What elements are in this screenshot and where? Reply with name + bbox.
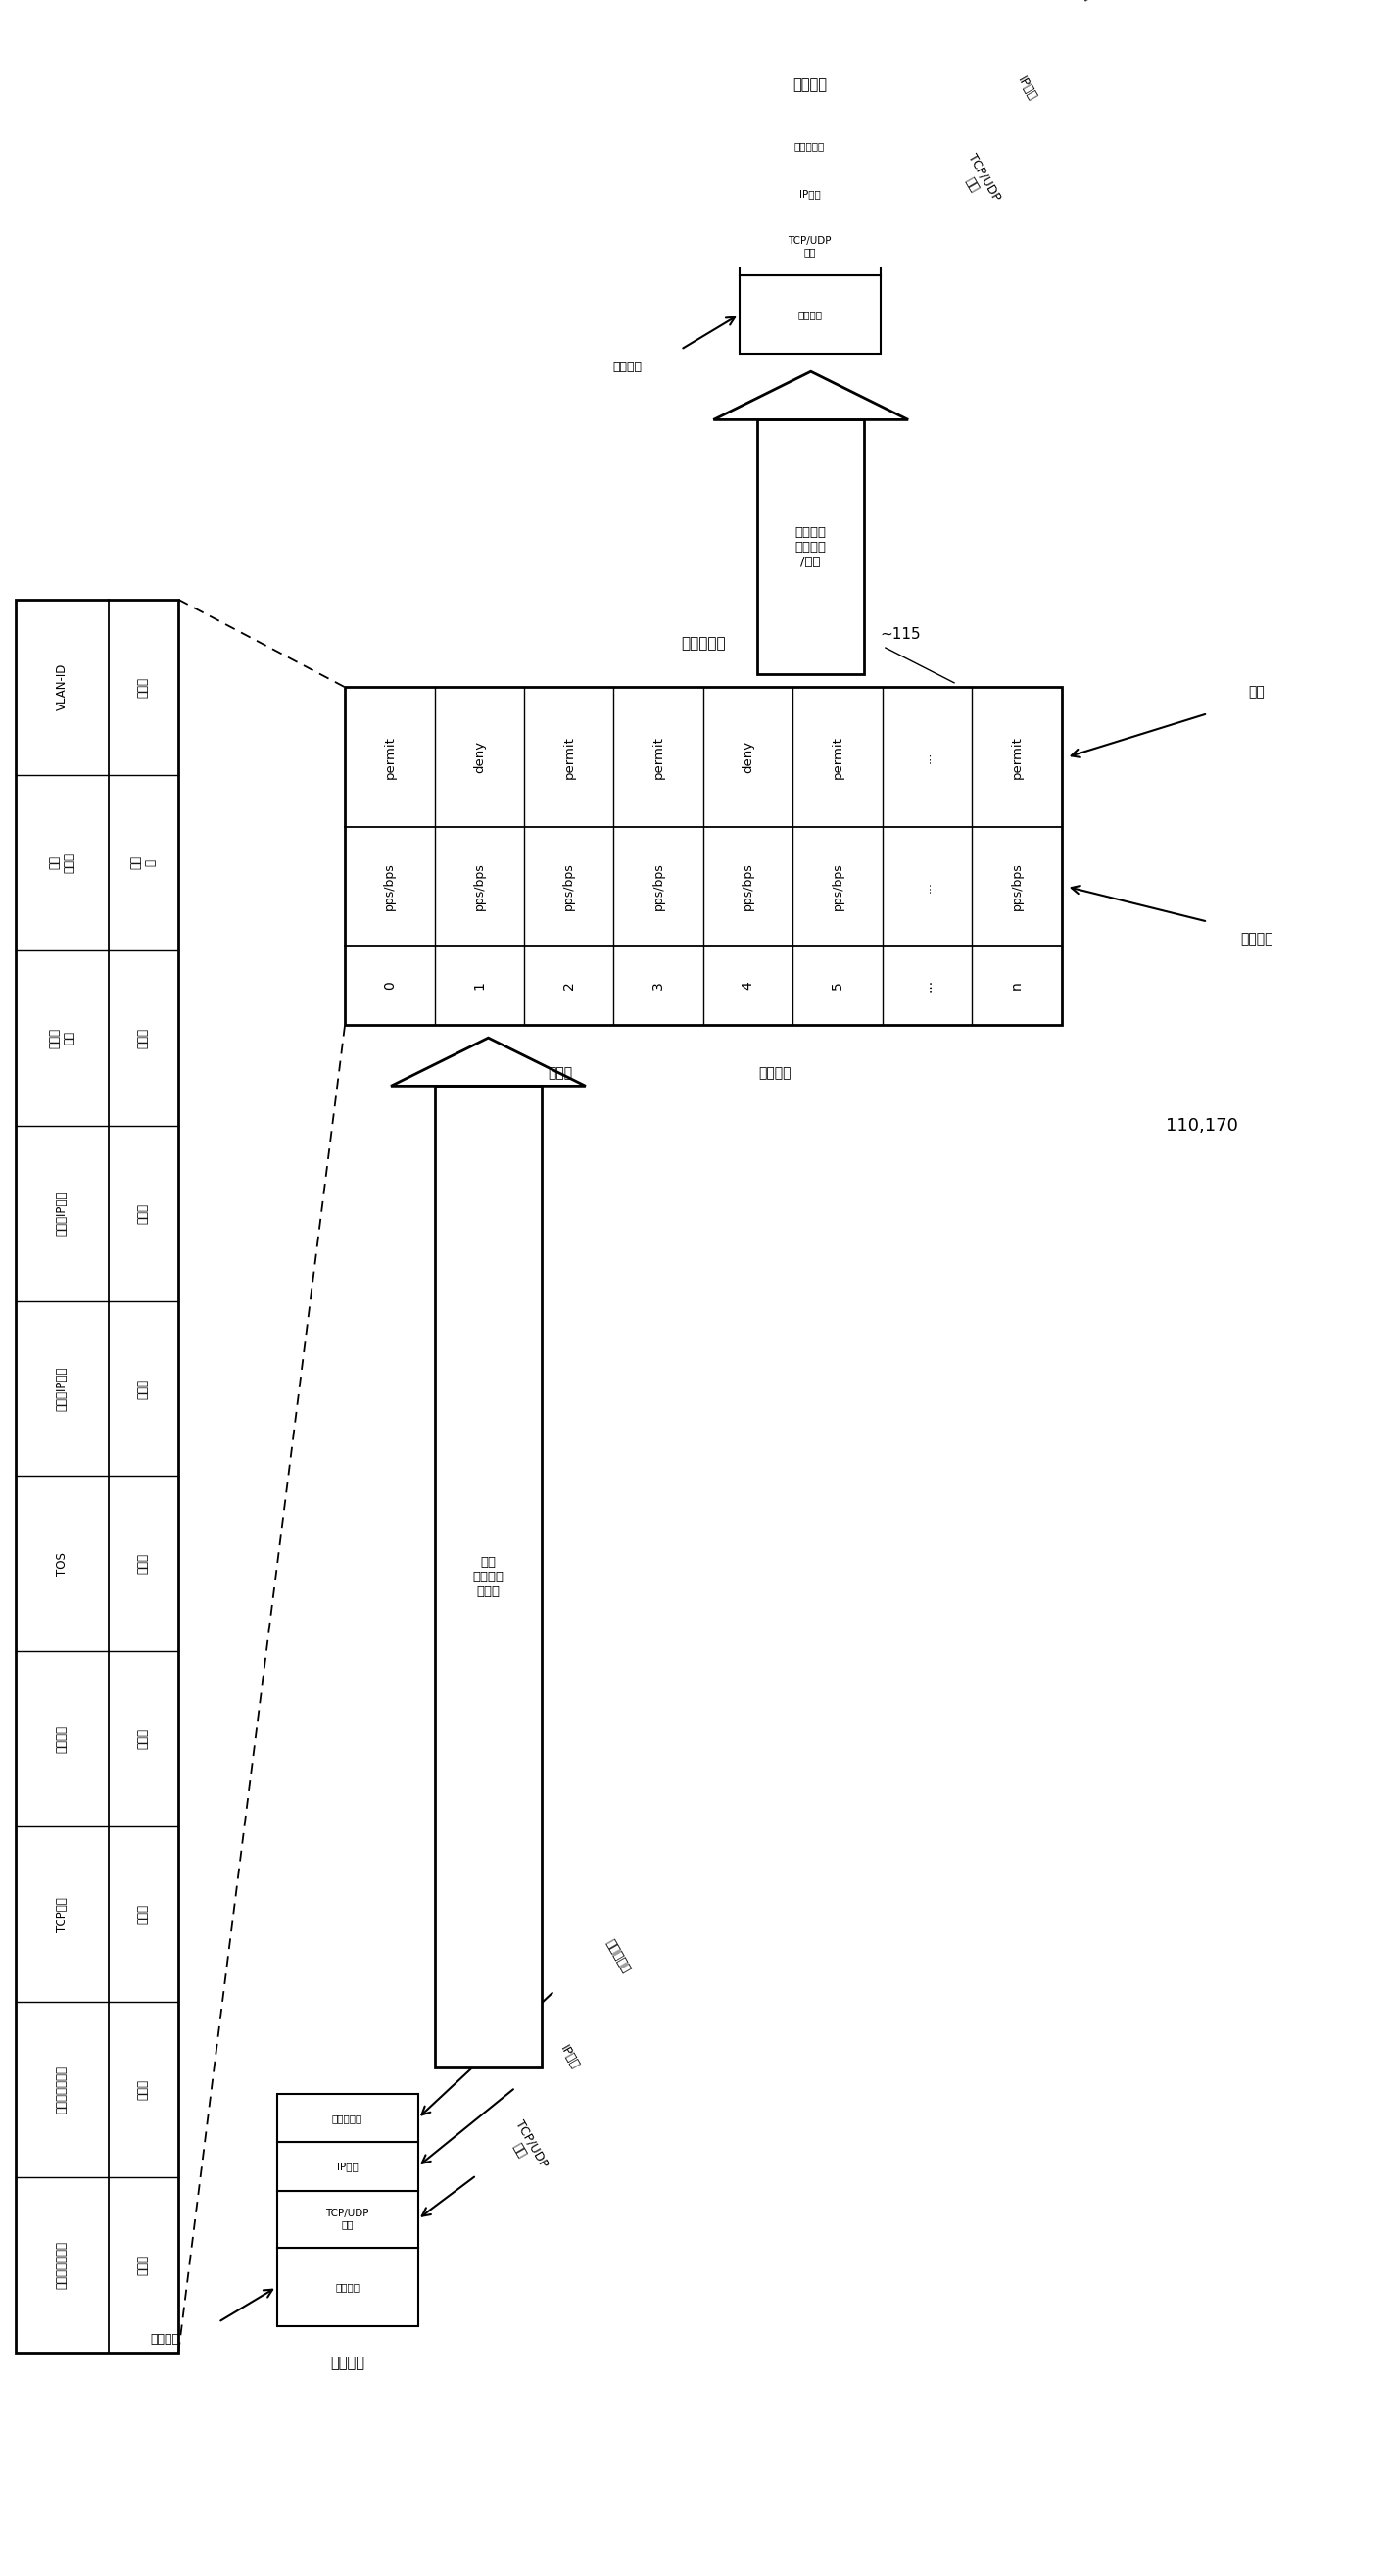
Text: TCP/UDP
报头: TCP/UDP 报头 [500, 2117, 550, 2177]
Text: 接收方IP地址: 接收方IP地址 [56, 1190, 68, 1236]
Text: permit: permit [562, 737, 575, 778]
Bar [757, 420, 864, 675]
Text: 屏蔽位: 屏蔽位 [136, 2079, 150, 2099]
Text: ~115: ~115 [880, 626, 920, 641]
Text: 有效载荷: 有效载荷 [612, 361, 642, 374]
Text: 以太
优先级: 以太 优先级 [49, 853, 75, 873]
Text: 分组过滤表: 分组过滤表 [681, 636, 725, 652]
Text: 优先级: 优先级 [547, 1066, 572, 1079]
Text: n: n [1011, 981, 1023, 989]
Text: TCP/UDP
报头: TCP/UDP 报头 [326, 2208, 369, 2231]
Text: 协议编号: 协议编号 [56, 1726, 68, 1752]
Text: 接收方端口编号: 接收方端口编号 [56, 2066, 68, 2115]
Text: permit: permit [383, 737, 397, 778]
Text: 发送方IP地址: 发送方IP地址 [56, 1365, 68, 1412]
Text: 屏蔽位: 屏蔽位 [136, 1378, 150, 1399]
Text: 以太网报头: 以太网报头 [795, 142, 825, 152]
Text: TCP标志: TCP标志 [56, 1896, 68, 1932]
Text: 发送方端口编号: 发送方端口编号 [56, 2241, 68, 2290]
Text: 有效载荷: 有效载荷 [335, 2282, 359, 2293]
Text: 屏蔽位: 屏蔽位 [136, 1904, 150, 1924]
Text: 以太网
类型: 以太网 类型 [49, 1028, 75, 1048]
Text: 统计信息: 统计信息 [1240, 933, 1272, 945]
Text: 以太网报头: 以太网报头 [1065, 0, 1094, 3]
Text: pps/bps: pps/bps [562, 863, 575, 909]
Text: 动作: 动作 [1249, 685, 1265, 698]
Text: 屏蔽位: 屏蔽位 [136, 1728, 150, 1749]
Text: pps/bps: pps/bps [383, 863, 397, 909]
Bar [739, 276, 880, 353]
Bar [739, 170, 880, 219]
Text: IP报头: IP报头 [557, 2043, 580, 2071]
Bar [15, 600, 178, 2352]
Text: permit: permit [1011, 737, 1023, 778]
Bar [277, 2249, 418, 2326]
Text: permit: permit [831, 737, 844, 778]
Text: 110,170: 110,170 [1165, 1115, 1237, 1133]
Text: 屏蔽位: 屏蔽位 [136, 1028, 150, 1048]
Text: IP报头: IP报头 [337, 2161, 358, 2172]
Text: pps/bps: pps/bps [651, 863, 665, 909]
Text: 4: 4 [742, 981, 754, 989]
Polygon shape [391, 1038, 586, 1087]
Text: 2: 2 [562, 981, 576, 989]
Text: deny: deny [473, 742, 486, 773]
Bar [739, 121, 880, 170]
Bar [277, 2190, 418, 2249]
Text: 有效载荷: 有效载荷 [150, 2334, 180, 2347]
Text: pps/bps: pps/bps [831, 863, 844, 909]
Text: deny: deny [742, 742, 754, 773]
Bar [277, 2143, 418, 2190]
Text: 输出分组: 输出分组 [792, 77, 827, 93]
Text: 屏蔽位: 屏蔽位 [136, 1203, 150, 1224]
Text: ...: ... [922, 881, 934, 891]
Text: TCP/UDP
报头: TCP/UDP 报头 [952, 152, 1002, 211]
Text: IP报头: IP报头 [1015, 75, 1038, 103]
Polygon shape [714, 371, 908, 420]
Text: 提取
各报头的
识别符: 提取 各报头的 识别符 [473, 1556, 504, 1597]
Text: 屏蔽位: 屏蔽位 [136, 677, 150, 698]
Bar [345, 688, 1062, 1025]
Text: 3: 3 [651, 981, 665, 989]
Text: 根据动作
进行通过
/丢弃: 根据动作 进行通过 /丢弃 [795, 526, 827, 567]
Text: 屏蔽位: 屏蔽位 [136, 2254, 150, 2275]
Text: 1: 1 [472, 981, 486, 989]
Text: 策略规则: 策略规则 [759, 1066, 792, 1079]
Bar [277, 2094, 418, 2143]
Text: 屏蔽位: 屏蔽位 [136, 1553, 150, 1574]
Text: permit: permit [651, 737, 665, 778]
Text: 屏蔽
位: 屏蔽 位 [129, 855, 157, 868]
Text: pps/bps: pps/bps [473, 863, 486, 909]
Bar [434, 1087, 541, 2069]
Text: TCP/UDP
报头: TCP/UDP 报头 [788, 237, 831, 258]
Text: ...: ... [920, 979, 934, 992]
Text: 输入分组: 输入分组 [330, 2357, 365, 2370]
Bar [739, 219, 880, 276]
Text: 以太网报头: 以太网报头 [333, 2112, 363, 2123]
Text: 5: 5 [831, 981, 845, 989]
Text: ...: ... [922, 752, 934, 762]
Text: TOS: TOS [56, 1553, 68, 1577]
Text: 有效载荷: 有效载荷 [798, 309, 823, 319]
Text: pps/bps: pps/bps [1011, 863, 1023, 909]
Text: pps/bps: pps/bps [742, 863, 754, 909]
Text: VLAN-ID: VLAN-ID [56, 665, 68, 711]
Text: 0: 0 [383, 981, 397, 989]
Text: IP报头: IP报头 [799, 188, 820, 198]
Text: 以太网报头: 以太网报头 [603, 1937, 632, 1976]
